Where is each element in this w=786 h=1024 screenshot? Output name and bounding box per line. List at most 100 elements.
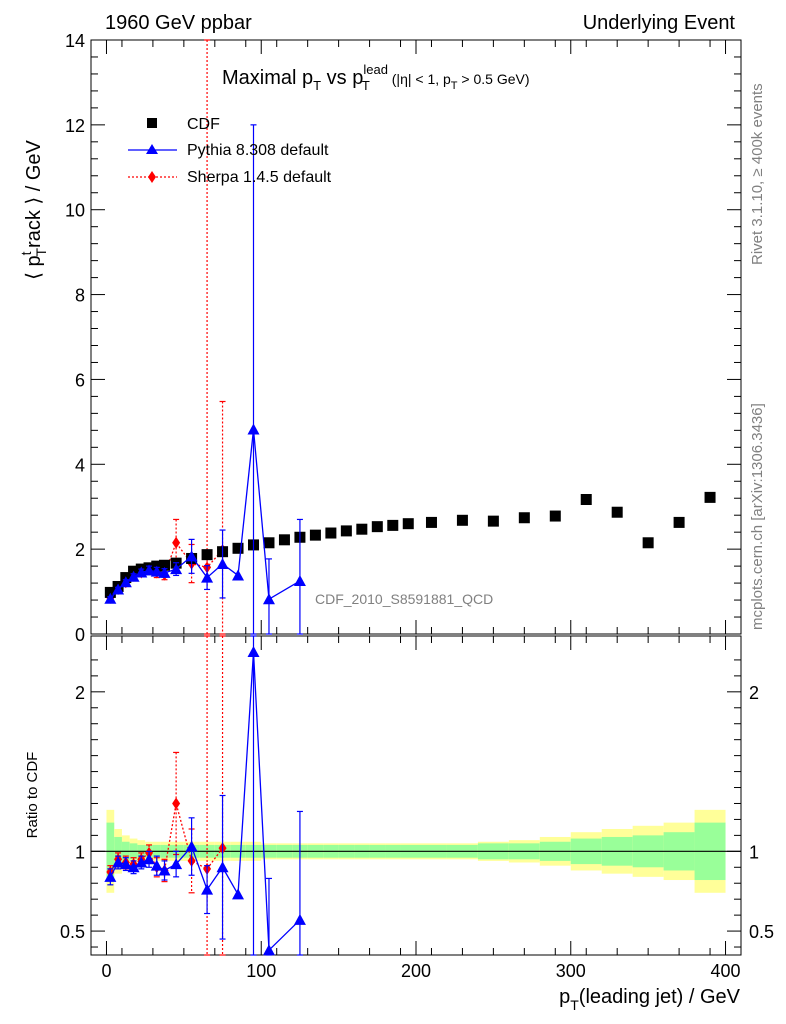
analysis-id: CDF_2010_S8591881_QCD	[315, 591, 493, 607]
main-cdf-point	[371, 521, 383, 533]
legend-cdf-label: CDF	[187, 116, 220, 133]
main-pythia-point	[112, 583, 125, 595]
svg-text:⟨ ptTrack ⟩ / GeV: ⟨ ptTrack ⟩ / GeV	[18, 139, 49, 279]
main-y-tick-label: 0	[75, 625, 85, 645]
main-y-tick-label: 8	[75, 286, 85, 306]
ratio-y-axis-label: Ratio to CDF	[24, 752, 41, 839]
main-y-tick-label: 6	[75, 370, 85, 390]
legend-sherpa: Sherpa 1.4.5 default	[128, 169, 332, 186]
chart-title: Maximal pT vs plead T (|η| < 1, pT > 0.5 …	[222, 62, 530, 93]
ratio-sherpa-point	[172, 797, 181, 810]
ratio-plot-frame	[90, 635, 742, 956]
main-pythia-point	[216, 557, 229, 569]
ratio-y-tick-label-right: 2	[749, 683, 759, 703]
ratio-y-tick-label-right: 0.5	[749, 922, 774, 942]
ratio-pythia-point	[143, 853, 156, 865]
main-cdf-point	[580, 494, 592, 506]
ratio-pythia-point	[158, 864, 171, 876]
header-left: 1960 GeV ppbar	[105, 12, 252, 34]
main-plot: 0 2 4 6 8 10 12 14	[65, 31, 742, 645]
legend: CDF Pythia 8.308 default Sherpa 1.4.5 de…	[128, 116, 332, 186]
x-tick-label: 300	[556, 961, 586, 981]
main-y-tick-label: 2	[75, 540, 85, 560]
main-cdf-point	[263, 537, 275, 549]
main-pythia-point	[158, 566, 171, 578]
main-pythia-point	[262, 593, 275, 605]
ratio-pythia-point	[127, 861, 140, 873]
ratio-pythia-point	[232, 888, 245, 900]
main-pythia-point	[127, 570, 140, 582]
main-cdf-point	[456, 514, 468, 526]
ratio-pythia-line	[109, 651, 301, 952]
main-cdf-point	[387, 519, 399, 531]
main-pythia-point	[119, 576, 132, 588]
ratio-pythia-point	[170, 858, 183, 870]
main-cdf-point	[232, 542, 244, 554]
ratio-pythia-point	[216, 861, 229, 873]
main-pythia-point	[232, 569, 245, 581]
main-cdf-point	[356, 523, 368, 535]
rivet-label: Rivet 3.1.10, ≥ 400k events	[749, 83, 766, 265]
x-tick-label: 400	[711, 961, 741, 981]
ratio-y-tick-label: 0.5	[60, 922, 85, 942]
ratio-pythia-point	[104, 870, 117, 882]
ratio-pythia-point	[135, 856, 148, 868]
ratio-pythia-point	[150, 859, 163, 871]
main-cdf-point	[704, 491, 716, 503]
ratio-y-tick-label-right: 1	[749, 842, 759, 862]
main-pythia-point	[185, 550, 198, 562]
legend-cdf: CDF	[147, 116, 220, 133]
main-y-tick-label: 10	[65, 201, 85, 221]
main-cdf-point	[340, 525, 352, 537]
header-right: Underlying Event	[583, 12, 736, 34]
x-tick-label: 200	[401, 961, 431, 981]
legend-sherpa-label: Sherpa 1.4.5 default	[187, 169, 332, 186]
ratio-y-tick-label: 2	[75, 683, 85, 703]
ratio-pythia-point	[185, 840, 198, 852]
main-cdf-point	[201, 549, 213, 561]
main-y-tick-label: 12	[65, 116, 85, 136]
main-pythia-point	[150, 565, 163, 577]
main-cdf-point	[425, 516, 437, 528]
main-pythia-point	[170, 563, 183, 575]
main-cdf-point	[159, 559, 171, 571]
ratio-plot: 0 100 200 300 400 0.5 0.5 1 1 2 2	[60, 635, 774, 981]
main-cdf-point	[402, 518, 414, 530]
legend-cdf-marker	[147, 118, 157, 128]
legend-pythia: Pythia 8.308 default	[128, 142, 329, 159]
ratio-pythia-point	[293, 913, 306, 925]
legend-pythia-label: Pythia 8.308 default	[187, 142, 329, 159]
main-pythia-point	[201, 571, 214, 583]
main-cdf-point	[518, 512, 530, 524]
ratio-pythia-point	[119, 858, 132, 870]
main-y-axis-label: ⟨ ptTrack ⟩ / GeV	[18, 139, 49, 279]
main-cdf-point	[673, 516, 685, 528]
main-cdf-point	[104, 586, 116, 598]
ratio-y-tick-label: 1	[75, 842, 85, 862]
ratio-pythia-point	[112, 856, 125, 868]
main-y-tick-label: 14	[65, 31, 85, 51]
main-cdf-point	[549, 510, 561, 522]
main-cdf-point	[487, 515, 499, 527]
main-pythia-point	[143, 564, 156, 576]
ratio-pythia-point	[247, 645, 260, 657]
x-tick-label: 0	[101, 961, 111, 981]
ratio-pythia-point	[262, 944, 275, 956]
mcplots-label: mcplots.cern.ch [arXiv:1306.3436]	[749, 403, 766, 630]
main-pythia-point	[104, 592, 117, 604]
main-cdf-point	[611, 506, 623, 518]
main-cdf-point	[642, 537, 654, 549]
legend-pythia-marker	[146, 144, 158, 154]
main-pythia-point	[293, 574, 306, 586]
main-y-tick-label: 4	[75, 455, 85, 475]
main-cdf-point	[309, 529, 321, 541]
x-axis-label: pT(leading jet) / GeV	[559, 986, 741, 1013]
main-pythia-point	[247, 423, 260, 435]
main-sherpa-point	[172, 536, 181, 549]
x-tick-label: 100	[246, 961, 276, 981]
main-cdf-point	[278, 534, 290, 546]
legend-sherpa-marker	[148, 171, 156, 183]
ratio-pythia-point	[201, 883, 214, 895]
main-cdf-point	[325, 527, 337, 539]
